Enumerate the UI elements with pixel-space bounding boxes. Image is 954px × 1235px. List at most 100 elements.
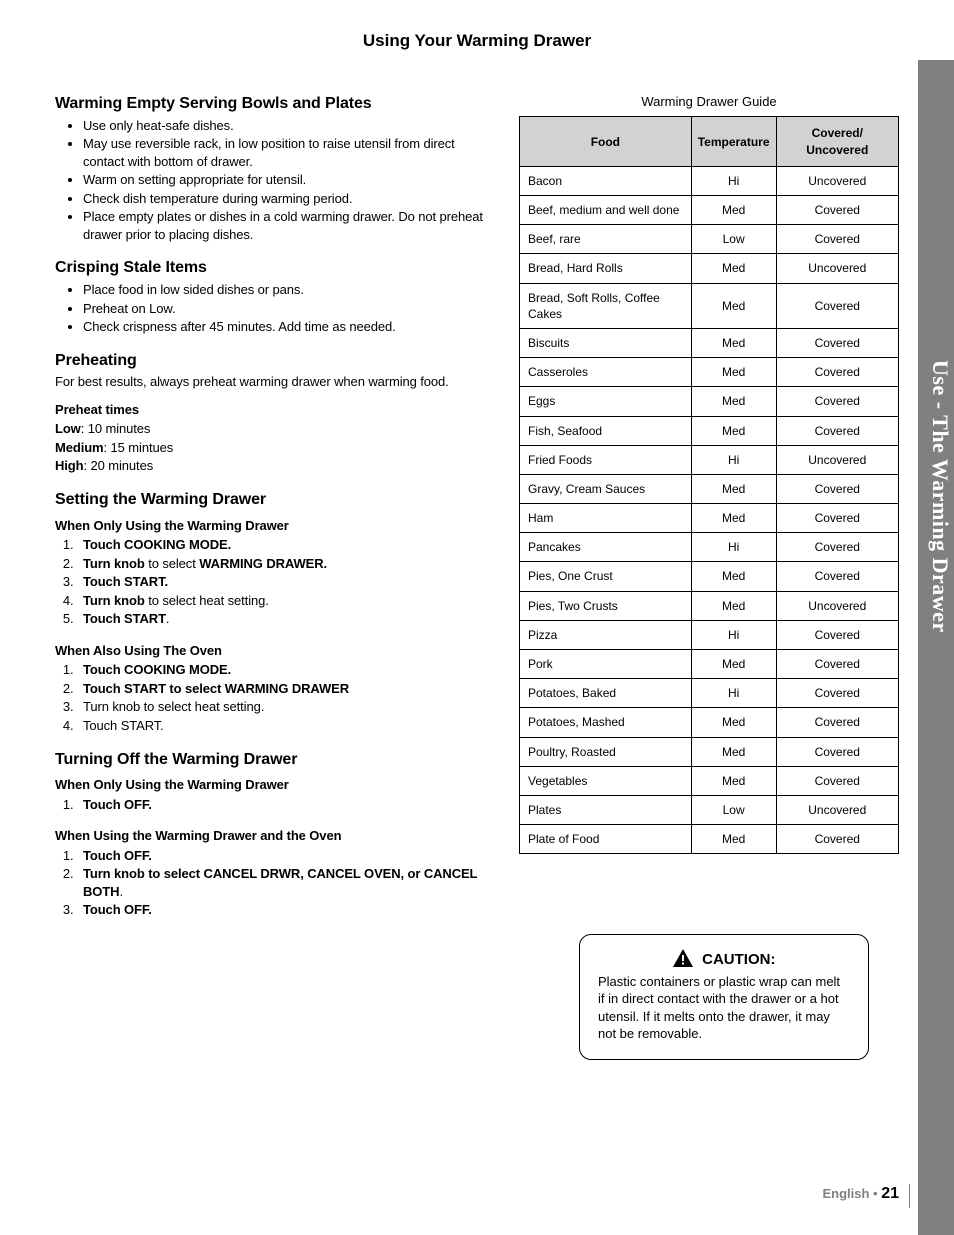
table-header: Temperature xyxy=(691,117,776,166)
turnoff-list1: Touch OFF. xyxy=(55,796,494,814)
table-cell: Plate of Food xyxy=(520,825,692,854)
list-item: Touch START. xyxy=(77,717,494,735)
table-cell: Med xyxy=(691,196,776,225)
table-row: Potatoes, BakedHiCovered xyxy=(520,679,899,708)
table-cell: Med xyxy=(691,562,776,591)
table-row: BaconHiUncovered xyxy=(520,166,899,195)
table-row: HamMedCovered xyxy=(520,504,899,533)
table-row: Pies, One CrustMedCovered xyxy=(520,562,899,591)
table-row: VegetablesMedCovered xyxy=(520,766,899,795)
side-tab-text: Use - The Warming Drawer xyxy=(919,360,954,633)
list-item: Touch START to select WARMING DRAWER xyxy=(77,680,494,698)
table-cell: Hi xyxy=(691,533,776,562)
table-cell: Covered xyxy=(776,766,898,795)
table-cell: Beef, medium and well done xyxy=(520,196,692,225)
table-cell: Med xyxy=(691,474,776,503)
preheat-line: Low: 10 minutes xyxy=(55,420,494,438)
preheat-sub: Preheat times xyxy=(55,401,494,419)
list-item: Touch COOKING MODE. xyxy=(77,536,494,554)
list-item: Touch OFF. xyxy=(77,796,494,814)
heading-crisping: Crisping Stale Items xyxy=(55,257,494,279)
table-header: Food xyxy=(520,117,692,166)
turnoff-sub1: When Only Using the Warming Drawer xyxy=(55,776,494,794)
footer-lang: English • xyxy=(822,1186,881,1201)
table-caption: Warming Drawer Guide xyxy=(519,93,899,111)
table-cell: Poultry, Roasted xyxy=(520,737,692,766)
table-cell: Covered xyxy=(776,650,898,679)
heading-turnoff: Turning Off the Warming Drawer xyxy=(55,749,494,771)
table-cell: Pies, One Crust xyxy=(520,562,692,591)
caution-title: CAUTION: xyxy=(702,950,775,970)
table-row: Gravy, Cream SaucesMedCovered xyxy=(520,474,899,503)
table-row: PizzaHiCovered xyxy=(520,620,899,649)
left-column: Warming Empty Serving Bowls and Plates U… xyxy=(55,93,494,1185)
list-crisping: Place food in low sided dishes or pans.P… xyxy=(55,281,494,336)
table-cell: Covered xyxy=(776,620,898,649)
list-item: Check dish temperature during warming pe… xyxy=(83,190,494,208)
table-row: Beef, medium and well doneMedCovered xyxy=(520,196,899,225)
table-cell: Gravy, Cream Sauces xyxy=(520,474,692,503)
right-column: Warming Drawer Guide FoodTemperatureCove… xyxy=(519,93,899,1185)
table-cell: Covered xyxy=(776,387,898,416)
table-cell: Hi xyxy=(691,679,776,708)
list-item: Touch OFF. xyxy=(77,901,494,919)
table-cell: Covered xyxy=(776,283,898,328)
table-cell: Covered xyxy=(776,474,898,503)
table-cell: Covered xyxy=(776,416,898,445)
table-cell: Med xyxy=(691,766,776,795)
table-cell: Covered xyxy=(776,533,898,562)
table-cell: Bread, Hard Rolls xyxy=(520,254,692,283)
list-item: May use reversible rack, in low position… xyxy=(83,135,494,170)
list-item: Touch OFF. xyxy=(77,847,494,865)
list-item: Touch START. xyxy=(77,573,494,591)
table-row: PorkMedCovered xyxy=(520,650,899,679)
table-row: CasserolesMedCovered xyxy=(520,358,899,387)
table-cell: Fish, Seafood xyxy=(520,416,692,445)
side-tab: Use - The Warming Drawer xyxy=(918,60,954,1235)
table-cell: Beef, rare xyxy=(520,225,692,254)
table-cell: Potatoes, Mashed xyxy=(520,708,692,737)
table-row: Fish, SeafoodMedCovered xyxy=(520,416,899,445)
page-number: 21 xyxy=(881,1185,899,1202)
table-cell: Uncovered xyxy=(776,254,898,283)
table-row: Beef, rareLowCovered xyxy=(520,225,899,254)
table-cell: Hi xyxy=(691,445,776,474)
turnoff-list2: Touch OFF.Turn knob to select CANCEL DRW… xyxy=(55,847,494,919)
heading-setting: Setting the Warming Drawer xyxy=(55,489,494,511)
table-cell: Vegetables xyxy=(520,766,692,795)
table-cell: Fried Foods xyxy=(520,445,692,474)
list-item: Warm on setting appropriate for utensil. xyxy=(83,171,494,189)
table-cell: Covered xyxy=(776,708,898,737)
table-row: Bread, Hard RollsMedUncovered xyxy=(520,254,899,283)
table-cell: Med xyxy=(691,254,776,283)
warming-guide-table: FoodTemperatureCovered/ Uncovered BaconH… xyxy=(519,116,899,854)
table-cell: Hi xyxy=(691,166,776,195)
list-item: Touch START. xyxy=(77,610,494,628)
table-cell: Uncovered xyxy=(776,795,898,824)
table-cell: Med xyxy=(691,591,776,620)
table-cell: Covered xyxy=(776,679,898,708)
table-row: Pies, Two CrustsMedUncovered xyxy=(520,591,899,620)
table-cell: Low xyxy=(691,225,776,254)
table-cell: Hi xyxy=(691,620,776,649)
setting-list2: Touch COOKING MODE.Touch START to select… xyxy=(55,661,494,734)
table-row: Poultry, RoastedMedCovered xyxy=(520,737,899,766)
heading-bowls: Warming Empty Serving Bowls and Plates xyxy=(55,93,494,115)
table-cell: Low xyxy=(691,795,776,824)
caution-box: CAUTION: Plastic containers or plastic w… xyxy=(579,934,869,1059)
table-cell: Med xyxy=(691,416,776,445)
table-row: Bread, Soft Rolls, Coffee CakesMedCovere… xyxy=(520,283,899,328)
table-cell: Med xyxy=(691,283,776,328)
turnoff-sub2: When Using the Warming Drawer and the Ov… xyxy=(55,827,494,845)
list-item: Turn knob to select heat setting. xyxy=(77,698,494,716)
table-cell: Uncovered xyxy=(776,445,898,474)
list-item: Turn knob to select CANCEL DRWR, CANCEL … xyxy=(77,865,494,900)
list-item: Turn knob to select WARMING DRAWER. xyxy=(77,555,494,573)
list-item: Place empty plates or dishes in a cold w… xyxy=(83,208,494,243)
list-item: Preheat on Low. xyxy=(83,300,494,318)
footer-rule xyxy=(909,1184,910,1208)
table-cell: Covered xyxy=(776,737,898,766)
table-cell: Med xyxy=(691,708,776,737)
table-cell: Med xyxy=(691,387,776,416)
table-header: Covered/ Uncovered xyxy=(776,117,898,166)
